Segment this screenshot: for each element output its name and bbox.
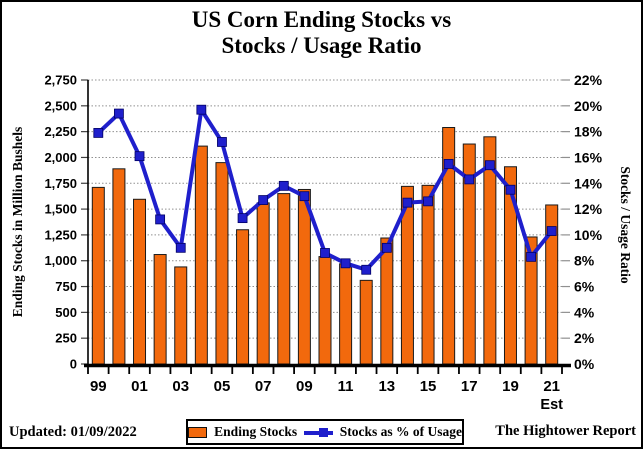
svg-text:2,500: 2,500 [44,98,77,113]
ratio-marker-16 [443,159,454,169]
svg-text:4%: 4% [574,304,595,320]
bar-01 [133,198,147,365]
svg-text:250: 250 [55,331,77,346]
svg-text:13: 13 [378,378,395,395]
ratio-marker-19 [505,184,516,195]
ratio-marker-11 [340,258,351,269]
bar-15 [421,184,435,365]
svg-text:0: 0 [70,357,77,372]
svg-text:750: 750 [55,279,77,294]
ending-stocks-swatch-icon [188,426,208,438]
ratio-marker-09 [299,191,310,202]
svg-text:01: 01 [131,378,148,395]
legend-label-ending-stocks: Ending Stocks [214,424,298,439]
svg-text:18%: 18% [574,124,603,140]
line-swatch-stroke [304,430,333,435]
svg-text:05: 05 [214,378,231,395]
ratio-marker-17 [464,174,475,185]
svg-text:07: 07 [255,378,272,395]
ratio-marker-04 [196,104,207,115]
left-axis-title: Ending Stocks in Million Bushels [10,127,25,318]
svg-text:99: 99 [90,378,107,395]
bar-00 [112,168,126,365]
svg-text:15: 15 [420,378,437,395]
svg-text:500: 500 [55,305,77,320]
ratio-marker-12 [361,264,372,275]
svg-text:1,500: 1,500 [44,202,77,217]
ratio-marker-00 [114,108,124,119]
svg-text:16%: 16% [574,149,603,165]
bar-05 [215,162,229,365]
legend: Ending Stocks Stocks as % of Usage [186,419,464,445]
svg-text:8%: 8% [574,253,595,269]
est-label: Est [540,397,563,413]
svg-text:21: 21 [543,378,560,395]
svg-text:17: 17 [461,378,478,395]
stocks-usage-ratio-line [93,104,557,275]
ratio-marker-08 [278,180,289,191]
ratio-marker-20 [526,251,536,262]
svg-text:2%: 2% [574,330,595,346]
svg-text:14%: 14% [574,175,603,191]
bar-04 [194,145,208,365]
bar-08 [277,193,291,365]
bar-09 [297,188,311,365]
svg-text:12%: 12% [574,201,603,217]
legend-label-stocks-usage: Stocks as % of Usage [339,424,462,439]
ratio-marker-03 [175,242,186,253]
x-axis-labels: 99 01 03 05 07 09 11 13 15 17 19 21 Est [90,378,563,413]
chart-title-line1: US Corn Ending Stocks vs [191,7,452,32]
gridlines [88,79,570,339]
bar-03 [174,266,188,365]
svg-text:10%: 10% [574,227,603,243]
ratio-marker-10 [320,248,330,258]
svg-text:11: 11 [338,378,354,395]
bar-99 [91,186,105,365]
stocks-usage-line-swatch-icon [304,427,333,437]
svg-text:03: 03 [172,378,189,395]
svg-text:1,250: 1,250 [44,227,77,242]
svg-text:09: 09 [296,378,313,395]
ratio-marker-21 [546,226,557,236]
ending-stocks-bars [91,127,559,365]
svg-text:22%: 22% [574,72,603,88]
source-attribution: The Hightower Report [495,423,636,439]
svg-text:19: 19 [502,378,519,395]
chart-title-line2: Stocks / Usage Ratio [221,33,422,58]
ratio-marker-13 [381,242,392,253]
ratio-marker-18 [484,160,495,171]
bar-06 [236,229,250,365]
chart-title: US Corn Ending Stocks vs Stocks / Usage … [0,7,643,59]
right-axis-title: Stocks / Usage Ratio [618,166,633,284]
line-swatch-marker [319,427,329,437]
ratio-marker-99 [93,128,104,138]
svg-text:2,000: 2,000 [44,150,77,165]
ratio-marker-15 [423,196,433,207]
updated-timestamp: Updated: 01/09/2022 [9,424,137,440]
bar-13 [380,237,394,365]
bar-11 [339,263,353,365]
right-axis-ticks: 0% 2% 4% 6% 8% 10% 12% 14% 16% 18% 20% 22% [574,72,603,372]
left-axis-ticks: 0 250 500 750 1,000 1,250 1,500 1,750 2,000 2,250… [44,73,88,372]
ratio-marker-14 [402,197,413,208]
bar-10 [318,256,332,365]
bar-07 [256,202,270,365]
bar-12 [359,279,373,365]
ratio-marker-07 [258,195,269,205]
ratio-marker-01 [134,151,145,162]
x-axis [84,363,571,374]
ratio-marker-05 [217,137,227,147]
svg-text:1,750: 1,750 [44,176,77,191]
svg-text:1,000: 1,000 [44,253,77,268]
svg-text:6%: 6% [574,279,595,295]
bar-02 [153,254,167,365]
svg-text:2,250: 2,250 [44,124,77,139]
svg-text:20%: 20% [574,98,603,114]
svg-text:2,750: 2,750 [44,73,77,88]
ratio-marker-02 [155,214,166,225]
ratio-marker-06 [237,213,248,224]
svg-text:0%: 0% [574,356,595,372]
